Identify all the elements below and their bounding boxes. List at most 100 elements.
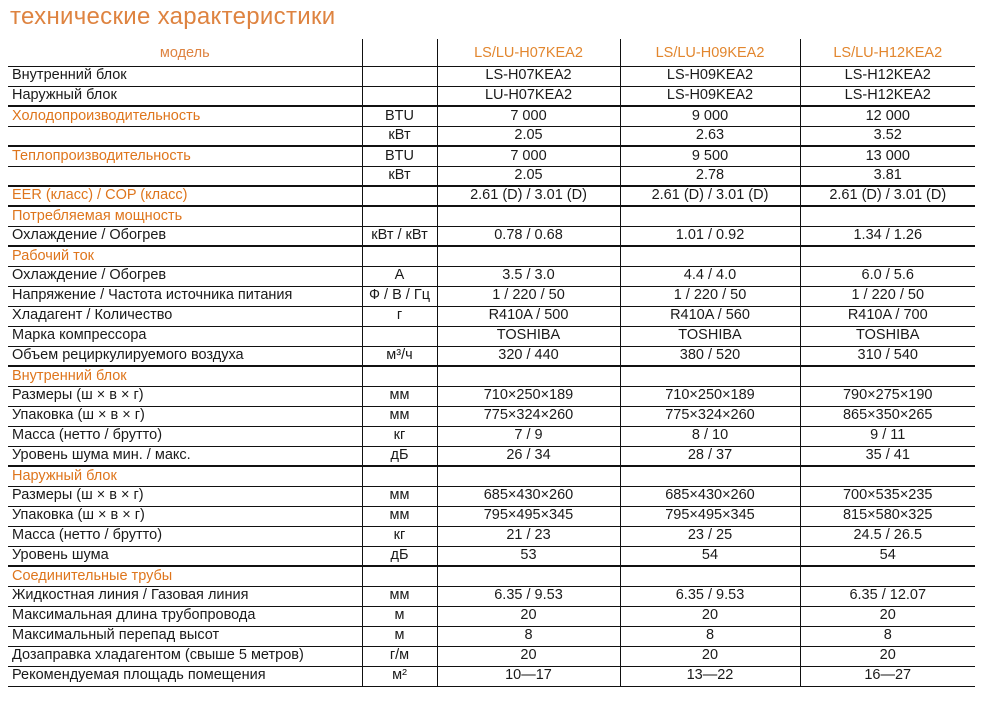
- row-value: [619, 365, 800, 387]
- row-label: Хладагент / Количество: [8, 306, 362, 327]
- section-row: Рабочий ток: [8, 245, 975, 267]
- row-value: 2.61 (D) / 3.01 (D): [799, 185, 975, 207]
- row-value: 20: [436, 606, 620, 627]
- row-value: 685×430×260: [436, 486, 620, 507]
- row-value: 9 500: [619, 145, 800, 167]
- table-row: Марка компрессора TOSHIBA TOSHIBA TOSHIBA: [8, 326, 975, 347]
- row-value: 20: [799, 646, 975, 667]
- row-unit: [361, 365, 437, 387]
- row-unit: мм: [361, 506, 437, 527]
- section-label: Соединительные трубы: [8, 565, 362, 587]
- row-value: TOSHIBA: [619, 326, 800, 347]
- row-value: 20: [799, 606, 975, 627]
- row-value: LS-H07KEA2: [436, 66, 620, 87]
- section-row: Теплопроизводительность BTU 7 000 9 500 13 0…: [8, 145, 975, 167]
- table-row: Внутренний блок LS-H07KEA2 LS-H09KEA2 LS-H1…: [8, 66, 975, 87]
- row-unit: г/м: [361, 646, 437, 667]
- row-unit: [361, 565, 437, 587]
- row-label: Внутренний блок: [8, 66, 362, 87]
- row-unit: BTU: [361, 145, 437, 167]
- row-unit: кВт: [361, 166, 437, 187]
- row-unit: м: [361, 606, 437, 627]
- unit-column-header: [361, 39, 437, 67]
- row-value: 6.35 / 9.53: [436, 586, 620, 607]
- row-label: Уровень шума: [8, 546, 362, 567]
- spec-table-body: Внутренний блок LS-H07KEA2 LS-H09KEA2 LS-H1…: [8, 66, 975, 687]
- row-value: [799, 245, 975, 267]
- table-row: Жидкостная линия / Газовая линия мм 6.35 /…: [8, 586, 975, 607]
- row-value: 7 / 9: [436, 426, 620, 447]
- row-value: 53: [436, 546, 620, 567]
- row-value: LS-H09KEA2: [619, 66, 800, 87]
- table-row: кВт 2.05 2.78 3.81: [8, 166, 975, 187]
- row-value: R410A / 700: [799, 306, 975, 327]
- table-row: Максимальная длина трубопровода м 20 20 20: [8, 606, 975, 627]
- row-unit: Ф / В / Гц: [361, 286, 437, 307]
- row-unit: мм: [361, 486, 437, 507]
- row-value: [436, 465, 620, 487]
- row-value: 2.78: [619, 166, 800, 187]
- row-value: 6.35 / 12.07: [799, 586, 975, 607]
- row-value: 2.61 (D) / 3.01 (D): [436, 185, 620, 207]
- row-label: Жидкостная линия / Газовая линия: [8, 586, 362, 607]
- spec-table: модель LS/LU-H07KEA2 LS/LU-H09KEA2 LS/LU…: [8, 39, 975, 687]
- row-value: 6.35 / 9.53: [619, 586, 800, 607]
- row-unit: м³/ч: [361, 346, 437, 367]
- section-label: Холодопроизводительность: [8, 105, 362, 127]
- row-label: Марка компрессора: [8, 326, 362, 347]
- row-label: Размеры (ш × в × г): [8, 486, 362, 507]
- row-label: [8, 126, 362, 147]
- row-value: 710×250×189: [619, 386, 800, 407]
- row-value: 28 / 37: [619, 446, 800, 467]
- row-value: 3.52: [799, 126, 975, 147]
- row-value: 4.4 / 4.0: [619, 266, 800, 287]
- row-label: Рекомендуемая площадь помещения: [8, 666, 362, 687]
- row-value: 20: [619, 606, 800, 627]
- row-value: 775×324×260: [619, 406, 800, 427]
- row-label: Напряжение / Частота источника питания: [8, 286, 362, 307]
- row-value: 1.01 / 0.92: [619, 226, 800, 247]
- row-value: [799, 365, 975, 387]
- row-unit: [361, 86, 437, 107]
- row-value: [799, 565, 975, 587]
- row-unit: BTU: [361, 105, 437, 127]
- row-value: 1.34 / 1.26: [799, 226, 975, 247]
- row-value: 23 / 25: [619, 526, 800, 547]
- row-label: Дозаправка хладагентом (свыше 5 метров): [8, 646, 362, 667]
- row-unit: кВт: [361, 126, 437, 147]
- row-value: LS-H12KEA2: [799, 66, 975, 87]
- row-unit: мм: [361, 386, 437, 407]
- row-value: 795×495×345: [436, 506, 620, 527]
- row-unit: [361, 185, 437, 207]
- section-label: Внутренний блок: [8, 365, 362, 387]
- row-value: 16—27: [799, 666, 975, 687]
- row-value: 815×580×325: [799, 506, 975, 527]
- section-row: EER (класс) / COP (класс) 2.61 (D) / 3.01…: [8, 185, 975, 207]
- model-header-h09: LS/LU-H09KEA2: [619, 39, 800, 67]
- row-value: 7 000: [436, 105, 620, 127]
- row-value: 1 / 220 / 50: [799, 286, 975, 307]
- row-value: 320 / 440: [436, 346, 620, 367]
- table-header-row: модель LS/LU-H07KEA2 LS/LU-H09KEA2 LS/LU…: [8, 39, 975, 67]
- row-label: Максимальный перепад высот: [8, 626, 362, 647]
- row-unit: мм: [361, 586, 437, 607]
- row-label: Уровень шума мин. / макс.: [8, 446, 362, 467]
- row-value: 12 000: [799, 105, 975, 127]
- row-value: 2.05: [436, 166, 620, 187]
- table-row: Охлаждение / Обогрев кВт / кВт 0.78 / 0.68…: [8, 226, 975, 247]
- model-header-h12: LS/LU-H12KEA2: [799, 39, 975, 67]
- row-value: 8 / 10: [619, 426, 800, 447]
- row-value: 24.5 / 26.5: [799, 526, 975, 547]
- row-unit: [361, 245, 437, 267]
- page-title: технические характеристики: [10, 3, 336, 30]
- row-value: [619, 465, 800, 487]
- row-label: Охлаждение / Обогрев: [8, 266, 362, 287]
- row-value: 9 / 11: [799, 426, 975, 447]
- table-row: Наружный блок LU-H07KEA2 LS-H09KEA2 LS-H12K…: [8, 86, 975, 107]
- row-value: LS-H09KEA2: [619, 86, 800, 107]
- section-label: Потребляемая мощность: [8, 205, 362, 227]
- row-value: 2.05: [436, 126, 620, 147]
- row-value: 20: [436, 646, 620, 667]
- section-row: Потребляемая мощность: [8, 205, 975, 227]
- row-value: 685×430×260: [619, 486, 800, 507]
